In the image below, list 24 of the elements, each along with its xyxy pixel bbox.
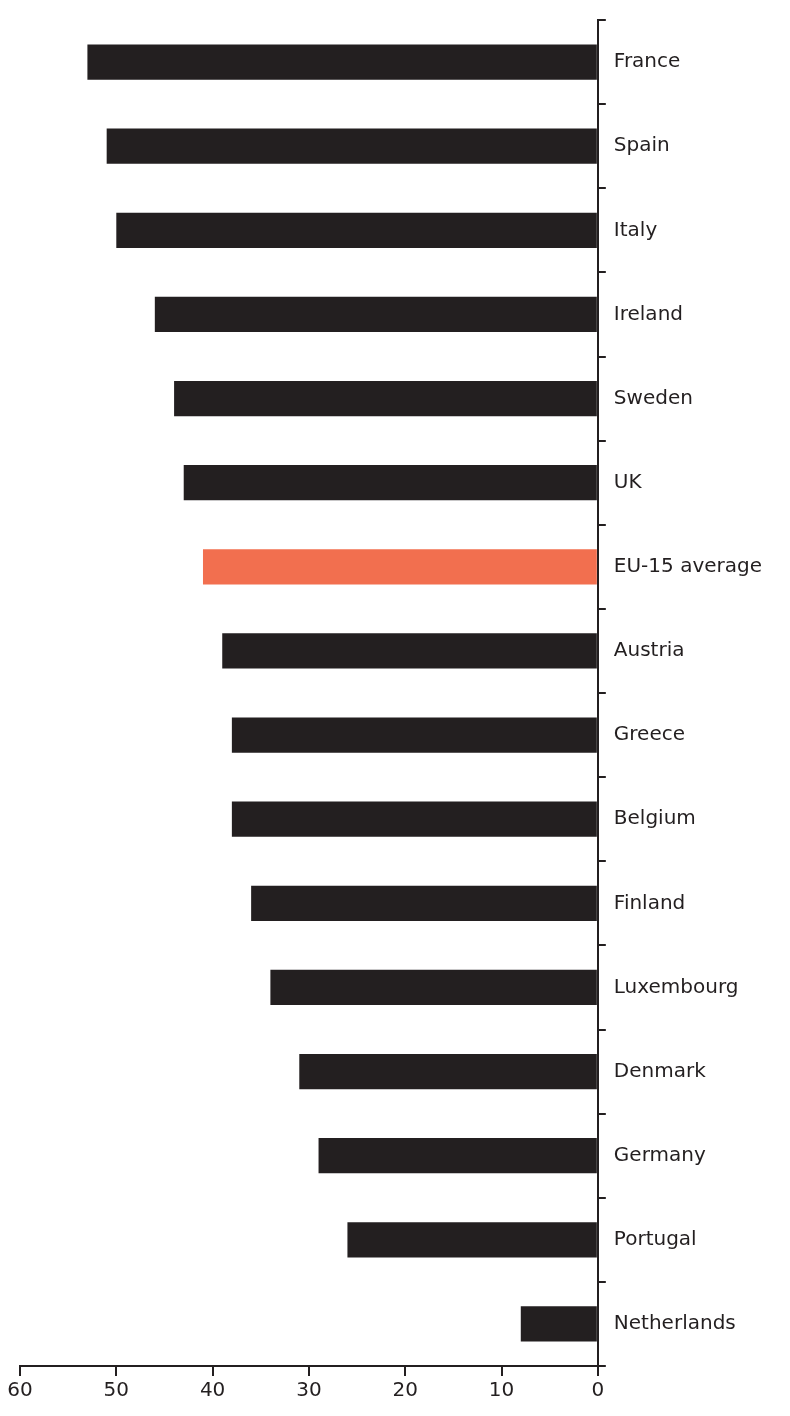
y-tick-label: Austria <box>613 637 685 662</box>
y-tick-label: UK <box>613 468 643 493</box>
x-tick-label: 30 <box>296 1377 322 1402</box>
y-tick-label: Sweden <box>613 384 693 409</box>
y-tick-label: EU-15 average <box>613 553 763 578</box>
y-tick-label: Spain <box>613 132 670 157</box>
y-tick-label: Finland <box>613 889 686 914</box>
y-tick-label: Denmark <box>613 1057 707 1082</box>
y-tick-label: France <box>613 48 681 73</box>
y-tick-label: Belgium <box>613 805 696 830</box>
y-tick-label: Netherlands <box>613 1310 736 1335</box>
y-tick-label: Portugal <box>613 1226 697 1251</box>
y-tick-label: Italy <box>613 216 658 241</box>
y-tick-label: Luxembourg <box>613 973 739 998</box>
x-tick-label: 20 <box>392 1377 418 1402</box>
x-tick-label: 60 <box>7 1377 33 1402</box>
x-tick-label: 10 <box>488 1377 515 1402</box>
y-tick-label: Ireland <box>613 300 683 325</box>
bar <box>202 549 597 585</box>
y-tick-label: Greece <box>613 721 686 746</box>
x-tick-label: 40 <box>199 1377 226 1402</box>
y-tick-label: Germany <box>613 1141 706 1166</box>
x-tick-label: 0 <box>591 1377 605 1402</box>
x-tick-label: 50 <box>103 1377 130 1402</box>
